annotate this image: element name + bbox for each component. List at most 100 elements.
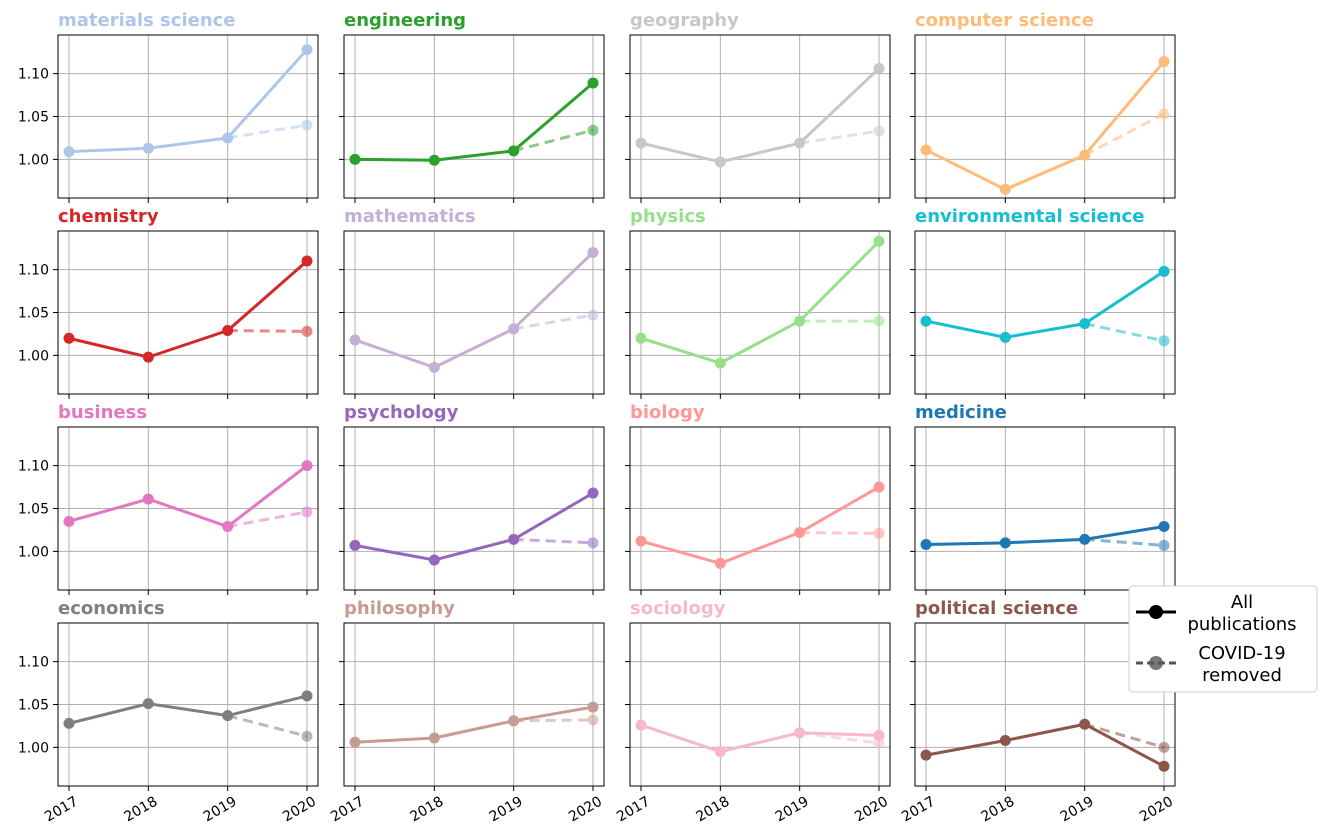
point-all [873, 481, 885, 493]
point-covid-removed [587, 124, 599, 136]
panel-frame [914, 622, 1176, 787]
y-tick-label: 1.05 [18, 502, 49, 518]
point-all [1079, 318, 1091, 330]
panel-frame [57, 34, 319, 199]
point-all [222, 325, 234, 337]
point-all [587, 77, 599, 89]
point-all [1158, 56, 1170, 68]
point-all [635, 332, 647, 344]
panel-frame [57, 622, 319, 787]
point-all [349, 736, 361, 748]
series-line-covid-removed [513, 537, 594, 545]
point-all [1079, 718, 1091, 730]
point-all [301, 44, 313, 56]
point-all [508, 145, 520, 157]
x-tick-label: 2019 [487, 794, 526, 826]
point-all [142, 698, 154, 710]
panel-title: political science [915, 598, 1078, 619]
series-line-all [925, 525, 1165, 547]
series-line-covid-removed [1083, 112, 1165, 157]
point-all [794, 137, 806, 149]
panel-title: philosophy [344, 598, 455, 619]
point-all [1079, 533, 1091, 545]
y-tick-label: 1.05 [18, 110, 49, 126]
point-all [794, 527, 806, 539]
series-line-all [68, 464, 308, 529]
x-tick-label: 2020 [280, 794, 319, 826]
legend-marker [1149, 605, 1163, 619]
panel: biology [625, 402, 891, 595]
series-line-covid-removed [1084, 722, 1165, 749]
point-all [587, 701, 599, 713]
point-covid-removed [587, 714, 599, 726]
series-line-covid-removed [227, 714, 308, 738]
point-covid-removed [301, 506, 313, 518]
point-covid-removed [1158, 108, 1170, 120]
y-tick-label: 1.10 [18, 263, 49, 279]
panel-frame [914, 426, 1176, 591]
panel: materials science 1.00 1.05 1.10 [18, 10, 319, 203]
panel: psychology [339, 402, 605, 595]
panel: sociology 2017 2018 2019 2020 [614, 598, 891, 825]
point-all [142, 493, 154, 505]
point-all [349, 539, 361, 551]
point-covid-removed [1158, 741, 1170, 753]
legend-label: All [1231, 592, 1253, 613]
series-line-covid-removed [799, 129, 880, 145]
x-tick-label: 2019 [201, 794, 240, 826]
series-line-all [640, 723, 880, 754]
series-line-all [925, 60, 1166, 192]
point-all [635, 719, 647, 731]
point-all [1158, 521, 1170, 533]
x-tick-label: 2018 [978, 794, 1017, 826]
panel-frame [57, 426, 319, 591]
y-tick-label: 1.00 [18, 544, 49, 560]
point-all [428, 732, 440, 744]
y-tick-label: 1.00 [18, 740, 49, 756]
y-tick-label: 1.10 [18, 459, 49, 475]
point-covid-removed [301, 119, 313, 131]
point-all [920, 315, 932, 327]
point-all [635, 535, 647, 547]
series-line-covid-removed [513, 128, 594, 153]
point-all [999, 183, 1011, 195]
series-line-all [68, 48, 309, 154]
point-all [920, 749, 932, 761]
series-line-covid-removed [513, 313, 594, 331]
panel-frame [57, 230, 319, 395]
panel-frame [343, 230, 605, 395]
point-all [873, 235, 885, 247]
point-all [999, 537, 1011, 549]
x-tick-label: 2017 [328, 794, 367, 826]
point-covid-removed [587, 309, 599, 321]
panel: mathematics [339, 206, 605, 399]
point-all [1158, 265, 1170, 277]
point-all [873, 729, 885, 741]
series-line-all [640, 240, 881, 365]
series-line-all [354, 251, 595, 370]
point-all [1158, 760, 1170, 772]
panel-frame [629, 34, 891, 199]
y-tick-label: 1.05 [18, 698, 49, 714]
panel: environmental science [910, 206, 1176, 399]
point-covid-removed [873, 527, 885, 539]
x-tick-label: 2020 [1137, 794, 1176, 826]
legend-label: removed [1202, 665, 1282, 686]
series-line-all [68, 259, 308, 359]
series-line-all [640, 67, 881, 164]
series-line-all [925, 270, 1165, 339]
panel-title: chemistry [58, 206, 159, 227]
panel-title: psychology [344, 402, 459, 423]
point-all [428, 361, 440, 373]
point-all [349, 334, 361, 346]
point-all [222, 710, 234, 722]
point-all [142, 351, 154, 363]
point-all [428, 154, 440, 166]
point-all [142, 142, 154, 154]
point-all [587, 487, 599, 499]
panel: medicine [910, 402, 1176, 595]
series-line-covid-removed [513, 718, 594, 723]
point-all [222, 132, 234, 144]
